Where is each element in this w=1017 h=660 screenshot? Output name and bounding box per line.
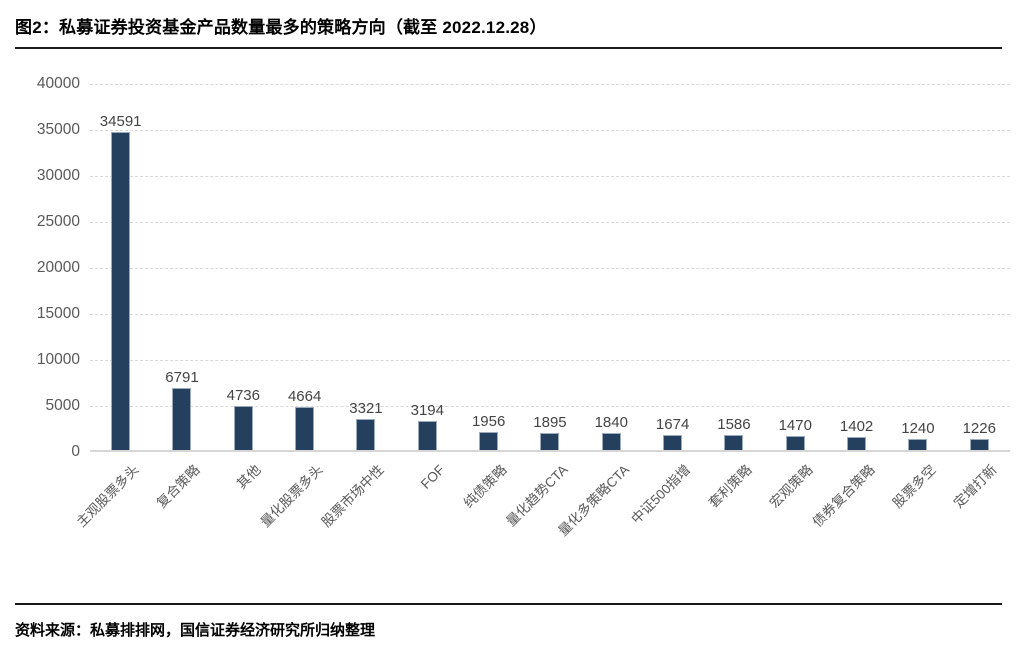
bar-slot: 1240 [887,84,948,450]
x-axis-label: 量化趋势CTA [503,462,571,530]
y-axis-tick-label: 0 [71,443,80,460]
bar-value-label: 34591 [99,112,142,130]
x-axis-label: 股票多空 [889,462,939,511]
gridline [90,222,1010,223]
gridline [90,176,1010,177]
bar [233,406,253,450]
y-axis-tick-label: 35000 [36,121,80,138]
x-axis-label: 股票市场中性 [318,462,387,530]
bar-value-label: 4664 [287,388,322,406]
x-axis-label: 主观股票多头 [73,462,142,530]
bar [356,419,376,450]
x-axis-label: FOF [418,462,448,492]
bar-slot: 1674 [642,84,703,450]
x-axis-label: 复合策略 [153,462,203,511]
bar-slot: 3194 [397,84,458,450]
bar [785,436,805,450]
bar-slot: 1956 [458,84,519,450]
footer-divider [15,603,1002,605]
y-axis-tick-label: 25000 [36,213,80,230]
bar-value-label: 1226 [962,419,996,437]
gridline [90,314,1010,315]
bar-value-label: 1402 [839,418,874,436]
bar-value-label: 1895 [533,413,567,431]
y-axis-tick-label: 20000 [36,259,80,276]
bar [111,131,131,450]
x-axis-label: 纯债策略 [460,462,510,511]
bar-slot: 1586 [703,84,764,450]
bar-value-label: 1240 [901,419,935,437]
bar-slot: 4736 [213,84,274,450]
bar-value-label: 1470 [778,417,812,435]
gridline [90,268,1010,269]
bar-value-label: 6791 [165,368,199,386]
bar-value-label: 3321 [349,400,383,418]
x-axis-label: 其他 [234,462,264,492]
bar-slot: 1895 [519,84,580,450]
x-axis: 主观股票多头 复合策略 其他 量化股票多头 股票市场中性 FOF 纯债策略 量化趋势CTA 量化… [73,458,1010,598]
bar-chart: 0 5000 10000 15000 20000 25000 30000 35000 40000… [36,75,1010,598]
bar-slot: 1470 [765,84,826,450]
y-axis-tick-label: 5000 [45,397,80,414]
bar [417,420,437,450]
source-note: 资料来源：私募排排网，国信证券经济研究所归纳整理 [15,622,376,639]
bar-slot: 1840 [581,84,642,450]
bar [295,407,315,450]
y-axis-tick-label: 30000 [36,167,80,184]
bar-value-label: 1674 [655,415,690,433]
bar-slot: 3321 [335,84,396,450]
bar-slot: 4664 [274,84,335,450]
bar [663,434,683,450]
x-axis-label: 债券复合策略 [809,462,878,530]
bar [847,437,867,450]
bar-value-label: 1586 [717,416,751,434]
bar-value-label: 3194 [410,401,444,419]
gridline [90,406,1010,407]
gridline [90,84,1010,85]
y-axis-tick-label: 10000 [36,351,80,368]
x-axis-label: 宏观策略 [767,462,816,511]
bar-slot: 6791 [151,84,212,450]
x-axis-label: 中证500指增 [628,462,694,527]
title-divider [15,47,1002,49]
x-axis-label: 套利策略 [705,462,755,511]
plot-area: 34591 6791 4736 4664 3321 3194 1956 1895 1840 167… [90,84,1010,452]
bar [601,433,621,450]
bar [540,432,560,450]
bar-value-label: 4736 [226,387,260,405]
x-axis-label: 定增打新 [951,462,1000,511]
gridline [90,360,1010,361]
bar [724,435,744,450]
y-axis-tick-label: 40000 [36,75,80,92]
bar-slot: 1402 [826,84,887,450]
figure-title: 图2：私募证券投资基金产品数量最多的策略方向（截至 2022.12.28） [15,18,547,37]
bar-value-label: 1840 [594,414,628,432]
bar-value-label: 1956 [471,413,506,431]
y-axis-tick-label: 15000 [36,305,80,322]
bar-slot: 1226 [949,84,1010,450]
gridline [90,130,1010,131]
bar [172,387,192,450]
bar [479,432,499,450]
bar [908,438,928,450]
bar-slot: 34591 [90,84,151,450]
bar [969,438,989,450]
bars-container: 34591 6791 4736 4664 3321 3194 1956 1895 1840 167… [90,84,1010,450]
x-axis-label: 量化股票多头 [257,462,326,530]
